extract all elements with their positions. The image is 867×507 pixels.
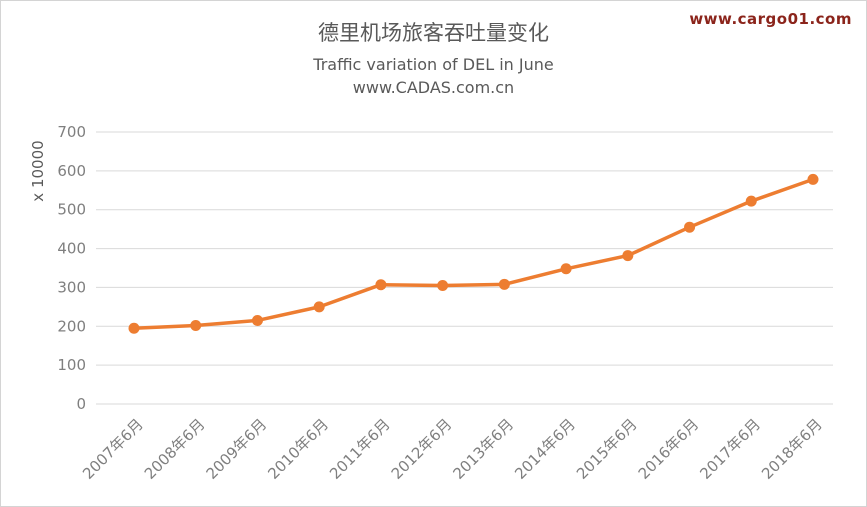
x-tick-label: 2008年6月 [141, 415, 209, 483]
x-tick-label: 2011年6月 [326, 415, 394, 483]
data-point [745, 195, 757, 207]
x-tick-label: 2017年6月 [696, 415, 764, 483]
data-point [251, 314, 263, 326]
chart-header: 德里机场旅客吞吐量变化 Traffic variation of DEL in … [1, 17, 866, 97]
x-tick-label: 2009年6月 [203, 415, 271, 483]
data-point [190, 320, 202, 332]
y-tick-label: 300 [57, 278, 86, 296]
y-tick-label: 500 [57, 201, 86, 219]
data-point [560, 263, 572, 275]
y-tick-label: 200 [57, 317, 86, 335]
data-point [128, 322, 140, 334]
data-point [622, 250, 634, 262]
x-tick-label: 2012年6月 [388, 415, 456, 483]
y-tick-label: 400 [57, 240, 86, 258]
data-point [437, 279, 449, 291]
x-tick-label: 2018年6月 [758, 415, 826, 483]
data-point [684, 221, 696, 233]
data-point [375, 279, 387, 291]
y-axis-title: x 10000 [29, 140, 47, 201]
chart-source-url: www.CADAS.com.cn [352, 78, 515, 97]
chart-subtitle: Traffic variation of DEL in June [313, 55, 554, 74]
series-line [132, 177, 815, 330]
x-tick-label: 2015年6月 [573, 415, 641, 483]
site-watermark: www.cargo01.com [689, 10, 852, 28]
data-point [498, 278, 510, 290]
x-tick-label: 2016年6月 [635, 415, 703, 483]
x-tick-label: 2007年6月 [79, 415, 147, 483]
x-tick-label: 2010年6月 [264, 415, 332, 483]
y-tick-label: 0 [76, 395, 86, 413]
y-tick-label: 700 [57, 123, 86, 141]
y-tick-label: 600 [57, 162, 86, 180]
data-point [313, 301, 325, 313]
x-tick-label: 2013年6月 [450, 415, 518, 483]
x-tick-label: 2014年6月 [511, 415, 579, 483]
y-tick-label: 100 [57, 356, 86, 374]
data-point [807, 173, 819, 185]
chart-title: 德里机场旅客吞吐量变化 [318, 21, 549, 45]
